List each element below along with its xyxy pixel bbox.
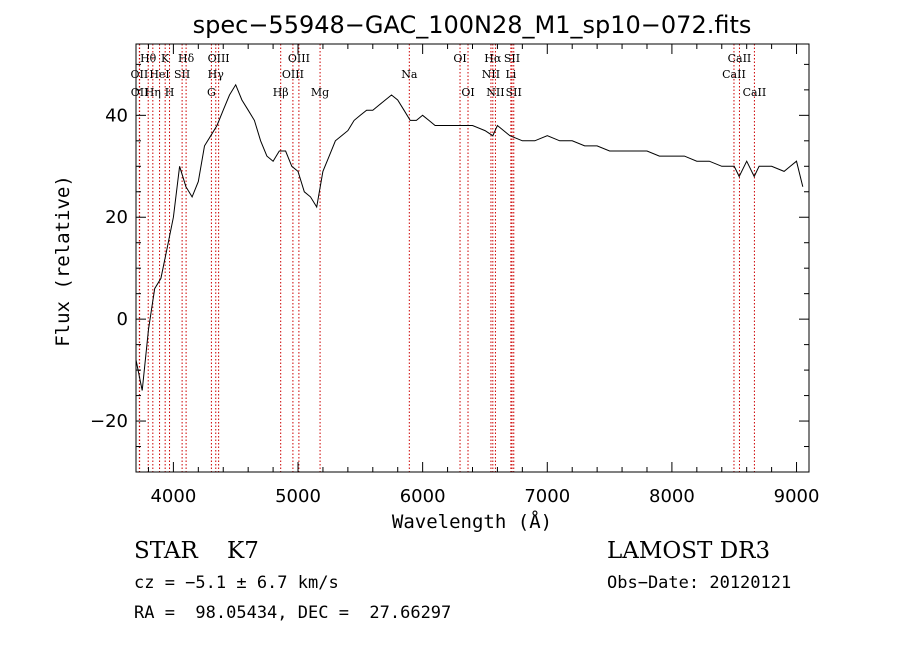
chart-title: spec−55948−GAC_100N28_M1_sp10−072.fits (193, 11, 752, 39)
line-label: Hβ (273, 86, 289, 99)
line-label: Hα (484, 52, 502, 65)
x-axis-label: Wavelength (Å) (392, 510, 552, 533)
line-label: OIII (288, 52, 310, 65)
plot-frame (135, 43, 810, 473)
line-label: NII (482, 68, 500, 81)
line-label: Na (401, 68, 418, 81)
x-tick-label: 7000 (524, 486, 570, 507)
y-axis-ticks: −20 0 20 40 (90, 63, 809, 473)
spectral-line-markers (138, 44, 755, 472)
x-tick-label: 6000 (400, 486, 446, 507)
spectrum-series-line (135, 83, 804, 391)
line-label: Hγ (208, 68, 225, 81)
line-label: Mg (311, 86, 329, 99)
line-label: NII (486, 86, 504, 99)
x-tick-label: 5000 (275, 486, 321, 507)
observation-date: Obs−Date: 20120121 (607, 573, 792, 593)
coordinates: RA = 98.05434, DEC = 27.66297 (134, 603, 452, 623)
redshift-cz: cz = −5.1 ± 6.7 km/s (134, 573, 339, 593)
y-axis-label: Flux (relative) (52, 175, 74, 347)
line-label: HeI (149, 68, 169, 81)
survey-name: LAMOST DR3 (607, 538, 771, 564)
line-label: SII (504, 52, 520, 65)
line-label: OI (461, 86, 474, 99)
line-label: Hη (145, 86, 161, 99)
line-label: OII (131, 86, 149, 99)
line-label: OI (453, 52, 466, 65)
line-label: CaII (728, 52, 752, 65)
y-tick-label: 20 (105, 207, 128, 228)
y-tick-label: 40 (105, 105, 128, 126)
line-label: OIII (282, 68, 304, 81)
line-label: OIII (208, 52, 230, 65)
line-label: CaII (743, 86, 767, 99)
line-label: K (161, 52, 170, 65)
line-label: Hδ (178, 52, 195, 65)
object-class: STAR K7 (134, 538, 259, 564)
line-label: CaII (722, 68, 746, 81)
line-label: G (207, 86, 216, 99)
line-label: SII (174, 68, 190, 81)
x-tick-label: 9000 (774, 486, 820, 507)
y-tick-label: −20 (90, 411, 128, 432)
line-label: SII (506, 86, 522, 99)
x-axis-ticks: 4000 5000 6000 7000 8000 9000 (147, 44, 820, 507)
line-label: H (165, 86, 175, 99)
line-label: Li (505, 68, 516, 81)
x-tick-label: 8000 (649, 486, 695, 507)
line-label: OII (131, 68, 149, 81)
y-tick-label: 0 (117, 309, 128, 330)
x-tick-label: 4000 (150, 486, 196, 507)
line-label: Hθ (140, 52, 157, 65)
